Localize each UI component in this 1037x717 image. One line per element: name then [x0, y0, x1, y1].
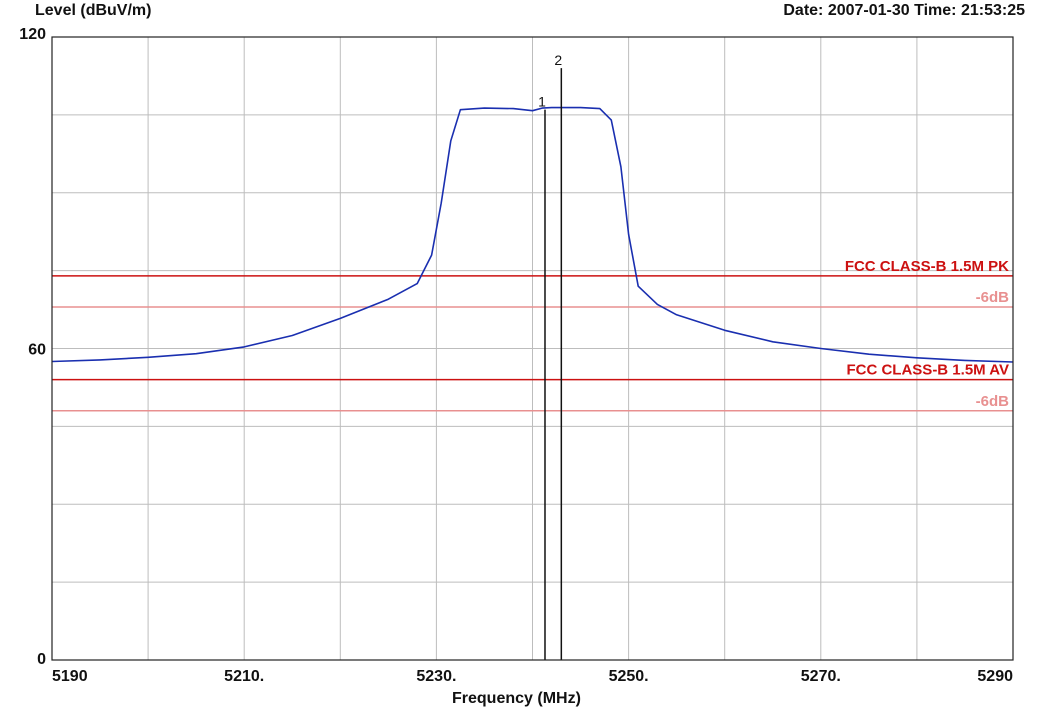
limit-line-label: -6dB: [976, 289, 1010, 306]
x-tick-label: 5250.: [609, 668, 649, 685]
y-tick-label: 0: [37, 651, 46, 668]
series-line: [51, 106, 1014, 363]
x-tick-label: 5270.: [801, 668, 841, 685]
x-tick-label: 5210.: [224, 668, 264, 685]
y-tick-label: 120: [19, 26, 46, 43]
limit-line-label: FCC CLASS-B 1.5M PK: [845, 258, 1009, 275]
x-tick-label: 5230.: [416, 668, 456, 685]
y-tick-label: 60: [28, 342, 46, 359]
tick-labels: 5190 5210. 5230. 5250. 5270. 5290 0 60 120: [19, 26, 1013, 685]
limit-line-label: FCC CLASS-B 1.5M AV: [846, 362, 1009, 379]
date-time-stamp: Date: 2007-01-30 Time: 21:53:25: [783, 2, 1025, 19]
limit-lines: FCC CLASS-B 1.5M PK -6dB FCC CLASS-B 1.5M …: [52, 258, 1013, 412]
limit-line-label: -6dB: [976, 393, 1010, 410]
x-tick-label: 5290: [977, 668, 1013, 685]
markers: 12: [538, 52, 562, 660]
plot-frame: [51, 36, 1014, 661]
y-axis-title: Level (dBuV/m): [35, 2, 152, 19]
x-tick-label: 5190: [52, 668, 88, 685]
marker-label: 1: [538, 94, 546, 110]
grid: [52, 37, 1013, 660]
x-axis-title: Frequency (MHz): [452, 690, 581, 707]
series-layer: [51, 106, 1014, 363]
marker-label: 2: [554, 52, 562, 68]
